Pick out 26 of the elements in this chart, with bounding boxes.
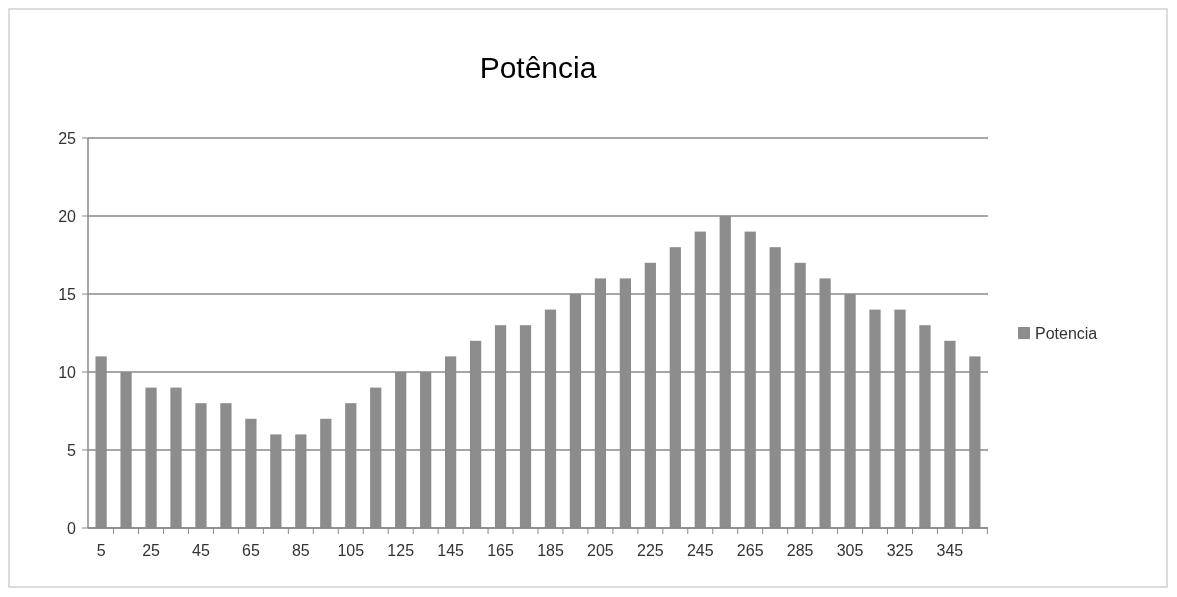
x-tick-label: 265 [736,542,764,559]
y-tick-label: 15 [58,285,77,303]
x-tick-label: 25 [142,542,161,559]
y-tick-label: 20 [58,207,77,225]
x-tick-label: 85 [291,542,310,559]
x-tick-label: 105 [337,542,365,559]
y-tick-label: 25 [58,129,77,147]
x-tick-label: 165 [487,542,514,559]
x-tick-label: 185 [537,542,564,559]
x-tick-label: 205 [587,542,614,559]
x-tick-label: 65 [242,542,260,559]
x-tick-label: 305 [836,542,864,559]
x-tick-label: 225 [636,542,664,559]
x-tick-label: 325 [886,542,914,559]
y-tick-label: 10 [58,363,77,381]
y-tick-label: 0 [67,519,77,537]
chart-title: Potência [479,51,597,84]
y-tick-label: 5 [67,441,77,459]
x-tick-label: 125 [387,542,415,559]
x-tick-label: 45 [192,542,210,559]
x-tick-label: 145 [437,542,465,559]
x-tick-label: 285 [786,542,814,559]
x-tick-label: 245 [686,542,714,559]
legend-label: Potencia [1035,324,1098,342]
x-tick-label: 345 [936,542,964,559]
x-tick-label: 5 [96,542,106,559]
